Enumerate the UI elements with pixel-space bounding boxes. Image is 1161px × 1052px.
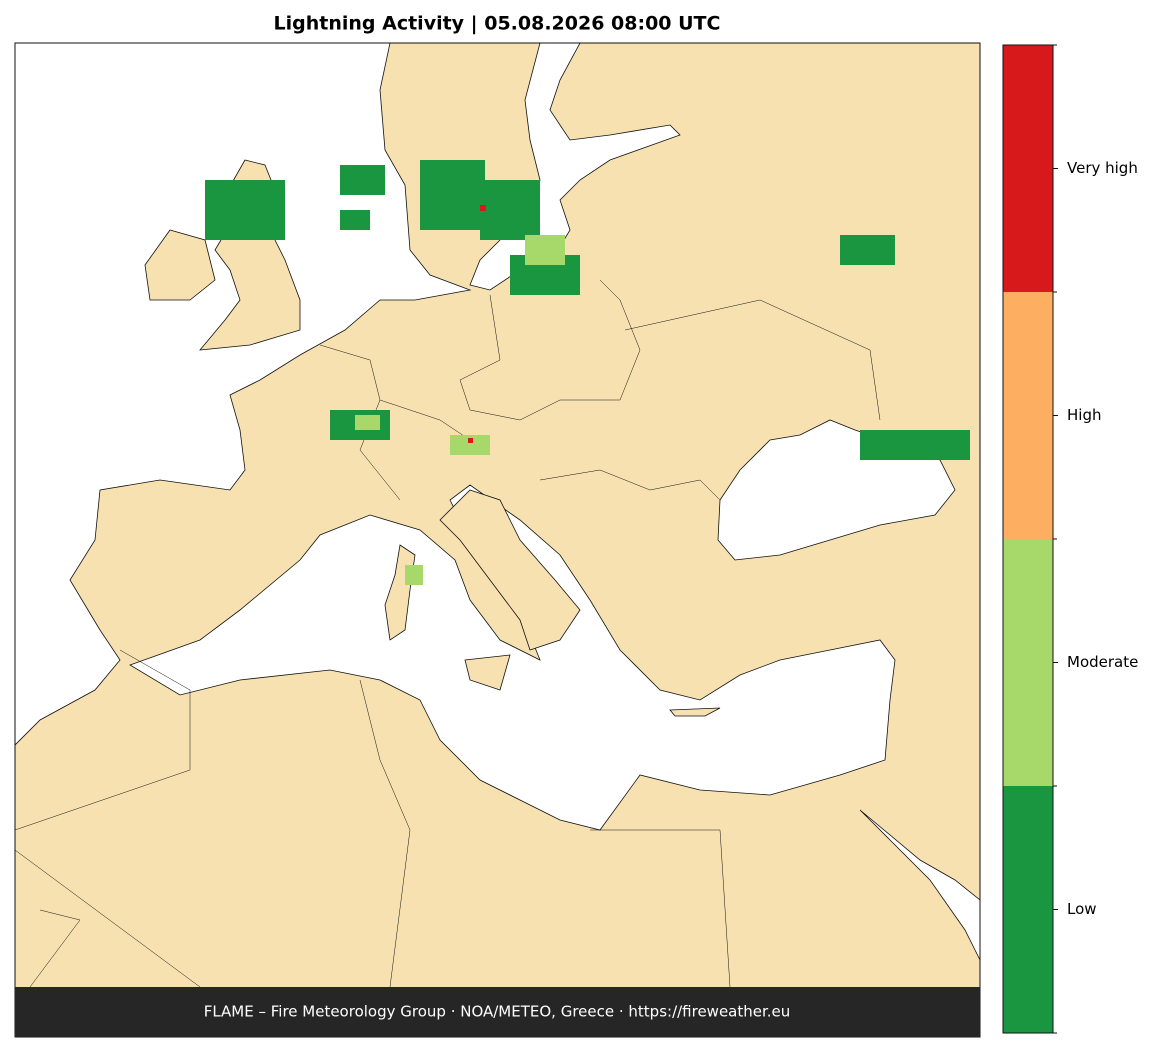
country-borders	[15, 279, 881, 987]
colorbar-label: Moderate	[1067, 653, 1138, 671]
lightning-very-high	[468, 205, 486, 443]
colorbar-label: High	[1067, 406, 1101, 424]
sicily	[464, 654, 511, 691]
colorbar-segment	[1003, 45, 1053, 292]
colorbar-segment	[1003, 539, 1053, 786]
colorbar-label: Low	[1067, 900, 1097, 918]
colorbar-label: Very high	[1067, 159, 1138, 177]
colorbar-segment	[1003, 292, 1053, 539]
italy	[439, 489, 581, 651]
colorbar-frame	[1002, 44, 1054, 1034]
footer-text: FLAME – Fire Meteorology Group · NOA/MET…	[204, 1003, 791, 1021]
map-title: Lightning Activity | 05.08.2026 08:00 UT…	[274, 13, 721, 35]
map	[15, 43, 980, 987]
red-sea	[859, 809, 980, 961]
colorbar-segment	[1003, 786, 1053, 1033]
mediterranean-sea	[129, 484, 896, 831]
footer-bar	[15, 987, 980, 1037]
crete	[669, 707, 721, 717]
colorbar: Low Moderate High Very high	[1002, 44, 1138, 1034]
lightning-moderate	[355, 235, 565, 585]
